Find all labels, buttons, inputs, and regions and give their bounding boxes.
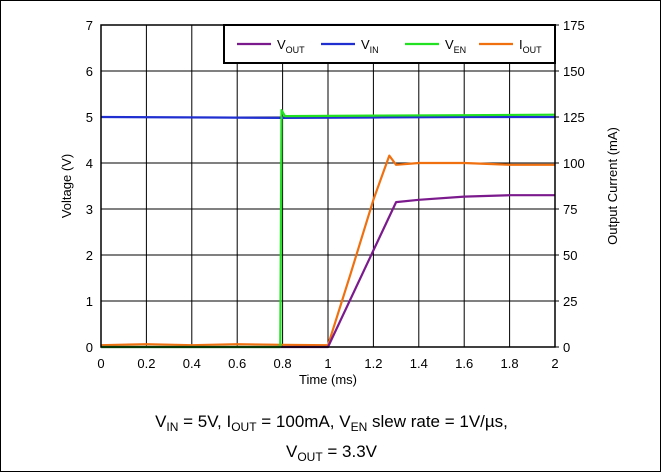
y2-tick-label: 75 [563, 202, 577, 217]
y-tick-label: 5 [86, 110, 93, 125]
x-tick-label: 2 [551, 356, 558, 371]
y2-tick-label: 100 [563, 156, 585, 171]
chart-caption-line2: VOUT = 3.3V [285, 442, 378, 464]
x-tick-label: 0.8 [274, 356, 292, 371]
x-tick-label: 0 [97, 356, 104, 371]
y2-tick-label: 25 [563, 294, 577, 309]
y2-tick-label: 0 [563, 340, 570, 355]
y2-tick-label: 150 [563, 64, 585, 79]
y-axis-label: Voltage (V) [59, 154, 74, 218]
y2-axis-label: Output Current (mA) [605, 127, 620, 245]
x-tick-label: 0.4 [183, 356, 201, 371]
y-tick-label: 7 [86, 18, 93, 33]
x-tick-label: 1.6 [455, 356, 473, 371]
x-tick-label: 1.2 [364, 356, 382, 371]
x-tick-label: 1 [324, 356, 331, 371]
y-tick-label: 2 [86, 248, 93, 263]
chart-caption-line1: VIN = 5V, IOUT = 100mA, VEN slew rate = … [155, 412, 508, 434]
y-tick-label: 6 [86, 64, 93, 79]
series-line-vin [100, 115, 555, 119]
y-tick-label: 3 [86, 202, 93, 217]
y2-tick-label: 175 [563, 18, 585, 33]
y2-tick-label: 50 [563, 248, 577, 263]
x-tick-label: 1.8 [501, 356, 519, 371]
x-tick-label: 0.2 [137, 356, 155, 371]
chart-plot: 0 0.2 0.4 0.6 0.8 1 1.2 1.4 1.6 1.8 20123456702550… [59, 18, 620, 387]
y-tick-label: 4 [86, 156, 93, 171]
y2-tick-label: 125 [563, 110, 585, 125]
series-line-iout [100, 154, 555, 347]
y-tick-label: 1 [86, 294, 93, 309]
x-tick-label: 1.4 [410, 356, 428, 371]
x-axis-label: Time (ms) [299, 372, 357, 387]
y-tick-label: 0 [86, 340, 93, 355]
x-tick-label: 0.6 [228, 356, 246, 371]
